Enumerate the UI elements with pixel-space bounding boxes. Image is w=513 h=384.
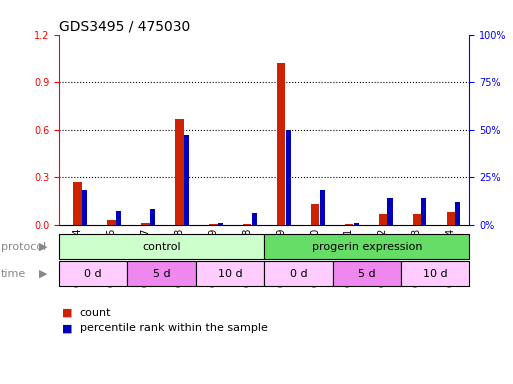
Bar (116, 211, 121, 225)
Bar (107, 220, 116, 225)
Bar (218, 223, 223, 225)
Text: ▶: ▶ (38, 268, 47, 279)
Text: progerin expression: progerin expression (311, 242, 422, 252)
Text: 0 d: 0 d (84, 268, 102, 279)
Bar (73, 182, 82, 225)
Bar (320, 190, 325, 225)
Bar (446, 212, 455, 225)
Bar (286, 130, 291, 225)
Text: time: time (1, 268, 26, 279)
Bar (196, 261, 264, 286)
Bar (401, 261, 469, 286)
Bar (252, 213, 257, 225)
Bar (421, 198, 426, 225)
Bar (82, 190, 87, 225)
Bar (311, 204, 319, 225)
Bar (456, 202, 460, 225)
Bar (412, 214, 421, 225)
Text: 5 d: 5 d (153, 268, 170, 279)
Bar (127, 261, 196, 286)
Text: percentile rank within the sample: percentile rank within the sample (80, 323, 267, 333)
Text: 0 d: 0 d (289, 268, 307, 279)
Text: protocol: protocol (1, 242, 46, 252)
Bar (345, 224, 353, 225)
Bar (59, 234, 264, 259)
Text: 5 d: 5 d (358, 268, 376, 279)
Bar (141, 223, 150, 225)
Bar (353, 223, 359, 225)
Bar (59, 261, 127, 286)
Text: control: control (142, 242, 181, 252)
Bar (264, 261, 332, 286)
Bar (243, 224, 251, 225)
Bar (209, 224, 218, 225)
Bar (277, 63, 285, 225)
Bar (264, 234, 469, 259)
Bar (379, 214, 387, 225)
Text: ▶: ▶ (38, 242, 47, 252)
Text: ■: ■ (62, 323, 72, 333)
Text: 10 d: 10 d (218, 268, 242, 279)
Bar (175, 119, 184, 225)
Bar (150, 209, 155, 225)
Bar (387, 198, 392, 225)
Text: GDS3495 / 475030: GDS3495 / 475030 (59, 20, 190, 33)
Text: count: count (80, 308, 111, 318)
Bar (184, 135, 189, 225)
Bar (332, 261, 401, 286)
Text: ■: ■ (62, 308, 72, 318)
Text: 10 d: 10 d (423, 268, 447, 279)
